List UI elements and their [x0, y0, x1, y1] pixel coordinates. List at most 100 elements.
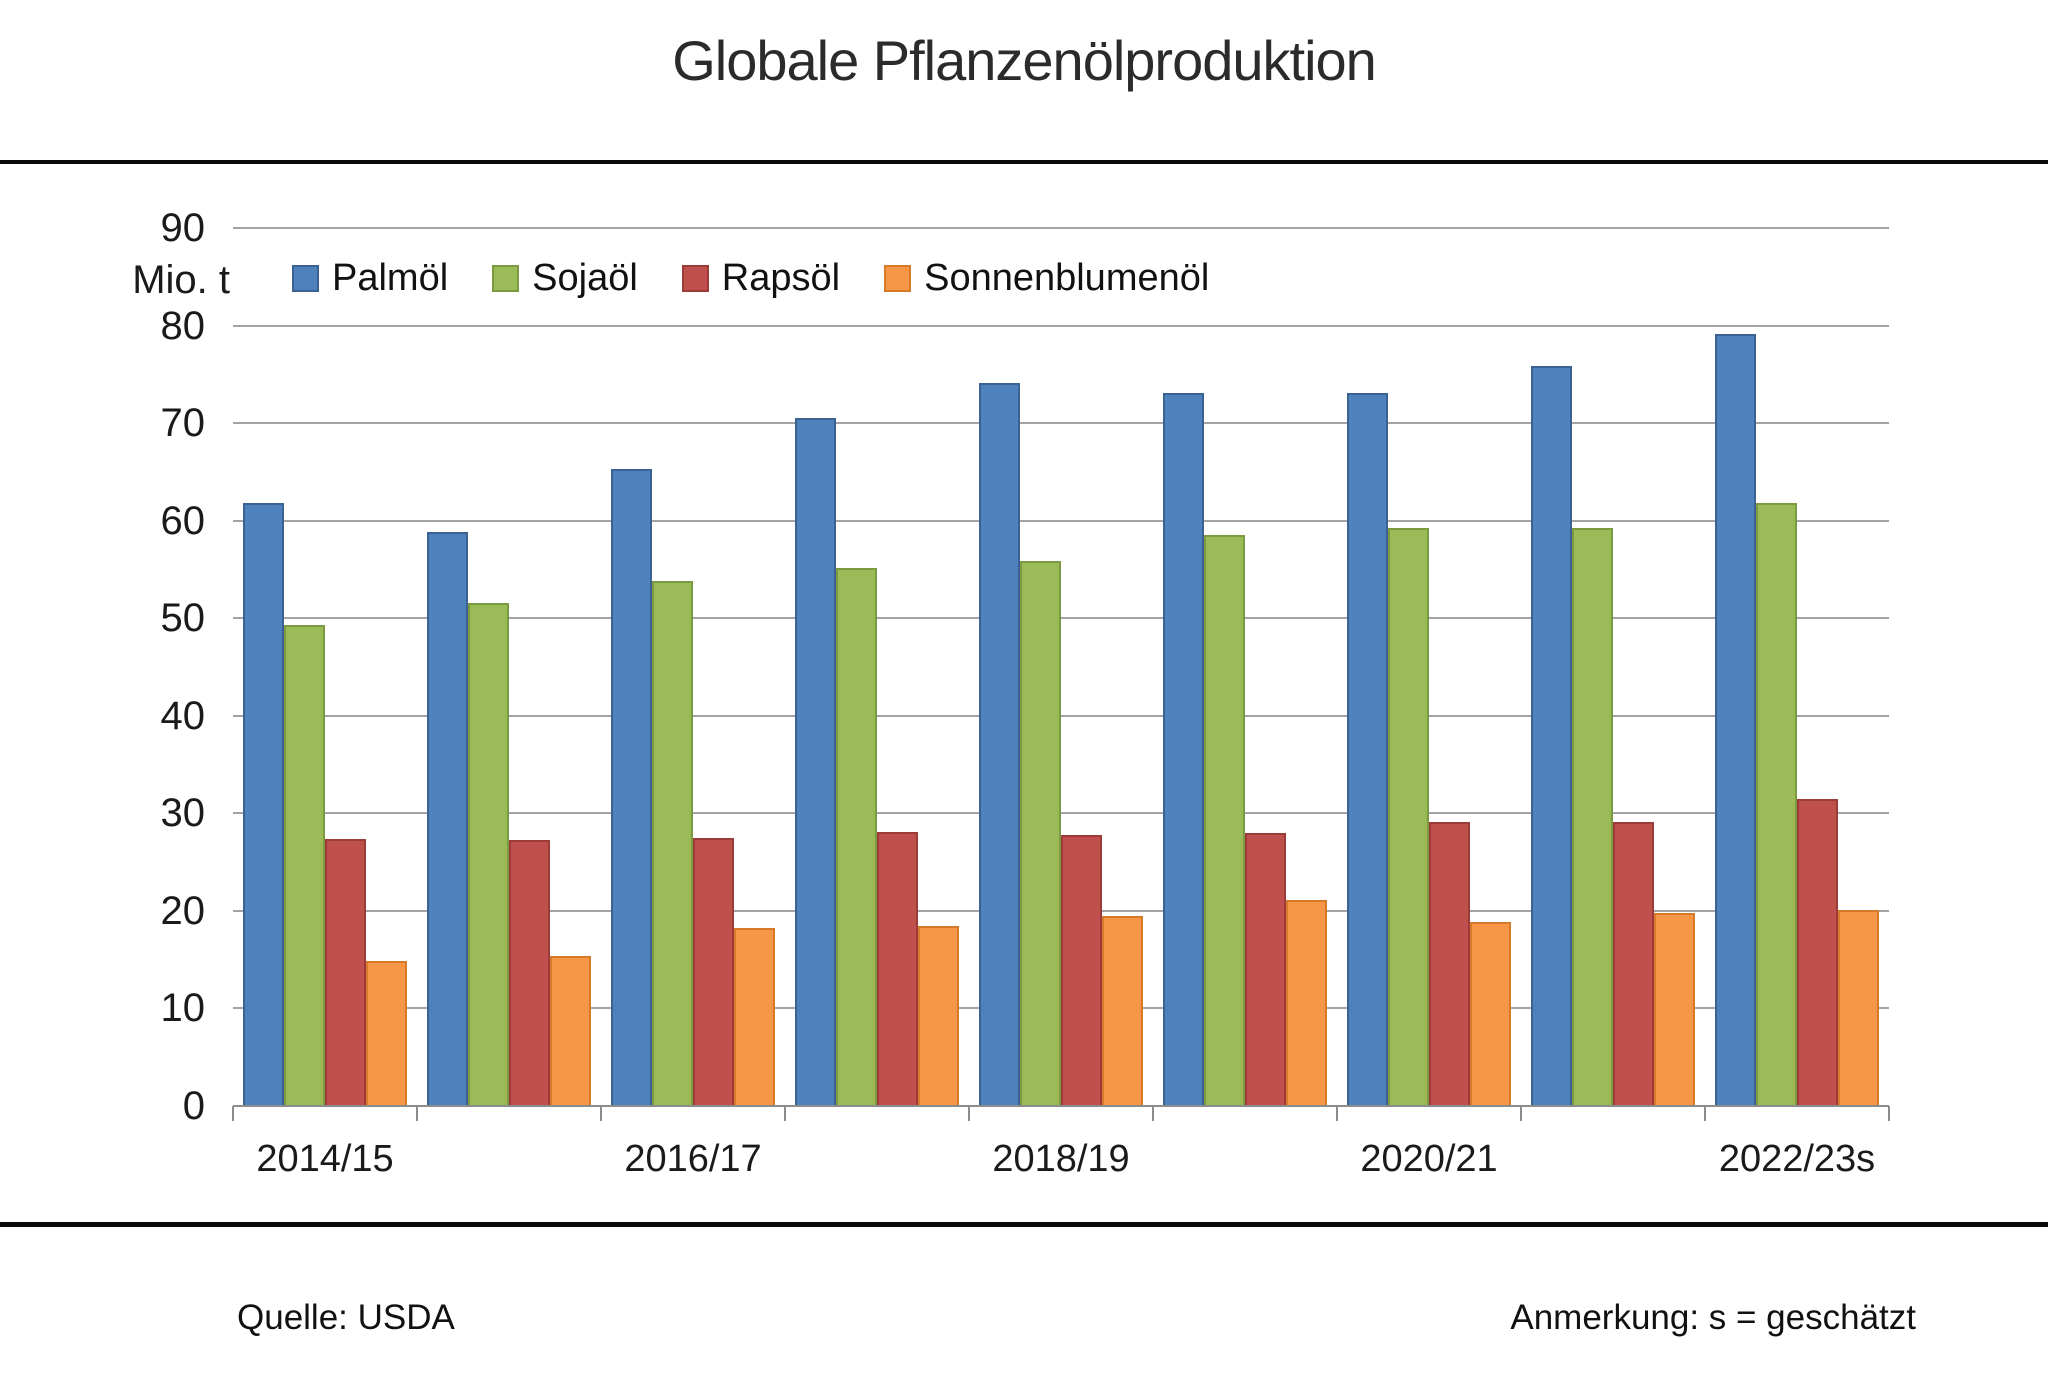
y-tick-label-10: 10 [160, 986, 206, 1031]
bar-group-2016/17 [601, 228, 785, 1106]
bar-Sonnenblumenöl-2019/20 [1286, 900, 1327, 1106]
gridline-60 [233, 519, 1889, 522]
bar-Palmöl-2016/17 [611, 468, 652, 1106]
x-axis-tick [1152, 1106, 1154, 1121]
x-tick-label-2015/16 [417, 1138, 601, 1181]
bar-Sojaöl-2017/18 [836, 568, 877, 1106]
legend-label-palmoel: Palmöl [332, 256, 449, 299]
y-tick-label-70: 70 [160, 401, 206, 446]
legend-swatch-rapsoel [681, 264, 709, 292]
bar-group-2020/21 [1337, 228, 1521, 1106]
y-tick-label-0: 0 [182, 1084, 205, 1128]
x-tick-label-2019/20 [1153, 1138, 1337, 1181]
gridline-70 [233, 422, 1889, 425]
bar-Rapsöl-2019/20 [1245, 832, 1286, 1106]
x-axis-tick [1888, 1106, 1890, 1121]
x-axis-tick [416, 1106, 418, 1121]
bar-Rapsöl-2014/15 [325, 838, 366, 1106]
bar-Palmöl-2017/18 [795, 418, 836, 1106]
legend: Palmöl Sojaöl Rapsöl Sonnenblumenöl [292, 228, 1209, 328]
x-tick-label-2017/18 [785, 1138, 969, 1181]
bar-Rapsöl-2021/22 [1613, 822, 1654, 1106]
estimate-note: Anmerkung: s = geschätzt [1510, 1298, 1916, 1337]
gridline-50 [233, 617, 1889, 620]
bar-Rapsöl-2020/21 [1429, 822, 1470, 1106]
source-note: Quelle: USDA [237, 1298, 455, 1337]
bar-Sojaöl-2019/20 [1204, 535, 1245, 1106]
bar-Sojaöl-2021/22 [1572, 527, 1613, 1106]
plot-area [232, 227, 1890, 1121]
x-axis-tick [783, 1106, 786, 1121]
y-tick-label-90: 90 [160, 206, 206, 250]
y-tick-label-20: 20 [160, 888, 206, 933]
legend-swatch-palmoel [292, 264, 319, 292]
top-separator-line [0, 160, 2048, 164]
legend-swatch-sojaoel [492, 264, 520, 292]
legend-label-sonnenblumenoel: Sonnenblumenöl [924, 256, 1210, 299]
bar-group-2022/23s [1705, 228, 1889, 1106]
bar-Rapsöl-2016/17 [693, 837, 734, 1106]
bar-Rapsöl-2018/19 [1061, 834, 1102, 1106]
x-axis-line [233, 1105, 1889, 1107]
y-axis-unit-label: Mio. t [132, 258, 230, 302]
legend-swatch-sonnenblumenoel [884, 264, 912, 292]
bar-group-2019/20 [1153, 228, 1337, 1106]
bar-Sonnenblumenöl-2022/23s [1838, 909, 1879, 1106]
x-tick-label-2021/22 [1521, 1138, 1705, 1181]
bar-Sonnenblumenöl-2020/21 [1470, 921, 1511, 1106]
x-axis-labels: 2014/15 2016/17 2018/19 2020/21 2022/23s [233, 1138, 1889, 1181]
bar-Sojaöl-2020/21 [1388, 528, 1429, 1106]
gridline-90 [233, 227, 1889, 229]
y-tick-label-30: 30 [160, 791, 206, 836]
bar-Palmöl-2021/22 [1531, 365, 1572, 1106]
bar-Palmöl-2020/21 [1347, 392, 1388, 1106]
x-axis-tick [968, 1106, 970, 1121]
bar-Rapsöl-2015/16 [509, 839, 550, 1106]
bar-Sojaöl-2022/23s [1756, 503, 1797, 1106]
x-axis-tick [1335, 1106, 1338, 1121]
y-tick-label-80: 80 [160, 303, 206, 348]
legend-item: Sojaöl [492, 257, 638, 300]
x-tick-label-2016/17: 2016/17 [624, 1138, 762, 1180]
bar-Sonnenblumenöl-2017/18 [918, 925, 959, 1106]
x-axis-tick [1520, 1106, 1522, 1121]
bar-Palmöl-2018/19 [979, 383, 1020, 1106]
bar-Sonnenblumenöl-2015/16 [550, 955, 591, 1106]
page-title: Globale Pflanzenölproduktion [672, 29, 1377, 92]
legend-item: Sonnenblumenöl [884, 257, 1209, 300]
bar-Sonnenblumenöl-2021/22 [1654, 912, 1695, 1106]
bar-Sonnenblumenöl-2016/17 [734, 928, 775, 1106]
bar-group-2018/19 [969, 228, 1153, 1106]
x-tick-label-2020/21: 2020/21 [1360, 1138, 1498, 1180]
gridline-80 [233, 324, 1889, 327]
bar-group-2021/22 [1521, 228, 1705, 1106]
bar-Palmöl-2019/20 [1163, 392, 1204, 1106]
x-tick-label-2018/19: 2018/19 [992, 1138, 1130, 1180]
y-tick-label-40: 40 [160, 693, 206, 738]
bar-group-2014/15 [233, 228, 417, 1106]
x-axis-tick [232, 1106, 234, 1121]
bar-Palmöl-2022/23s [1715, 334, 1756, 1106]
bar-Sonnenblumenöl-2014/15 [366, 960, 407, 1106]
x-tick-label-2022/23s: 2022/23s [1718, 1138, 1876, 1180]
gridline-30 [233, 812, 1889, 815]
bar-group-2015/16 [417, 228, 601, 1106]
bar-Rapsöl-2017/18 [877, 831, 918, 1106]
bar-Sonnenblumenöl-2018/19 [1102, 915, 1143, 1106]
bar-Sojaöl-2015/16 [468, 602, 509, 1106]
legend-label-rapsoel: Rapsöl [721, 256, 841, 299]
legend-item: Rapsöl [681, 256, 841, 300]
bar-Palmöl-2015/16 [427, 532, 468, 1106]
y-tick-label-50: 50 [160, 596, 206, 641]
bar-Sojaöl-2018/19 [1020, 560, 1061, 1106]
x-axis-ticks [232, 228, 1890, 1121]
bar-Sojaöl-2014/15 [284, 625, 325, 1106]
bar-Sojaöl-2016/17 [652, 581, 693, 1106]
gridline-40 [233, 714, 1889, 717]
y-tick-label-60: 60 [160, 498, 206, 543]
bar-group-2017/18 [785, 228, 969, 1106]
x-axis-tick [600, 1106, 602, 1121]
bar-groups [233, 228, 1889, 1106]
legend-item: Palmöl [292, 257, 448, 300]
bottom-separator-line [0, 1222, 2048, 1227]
